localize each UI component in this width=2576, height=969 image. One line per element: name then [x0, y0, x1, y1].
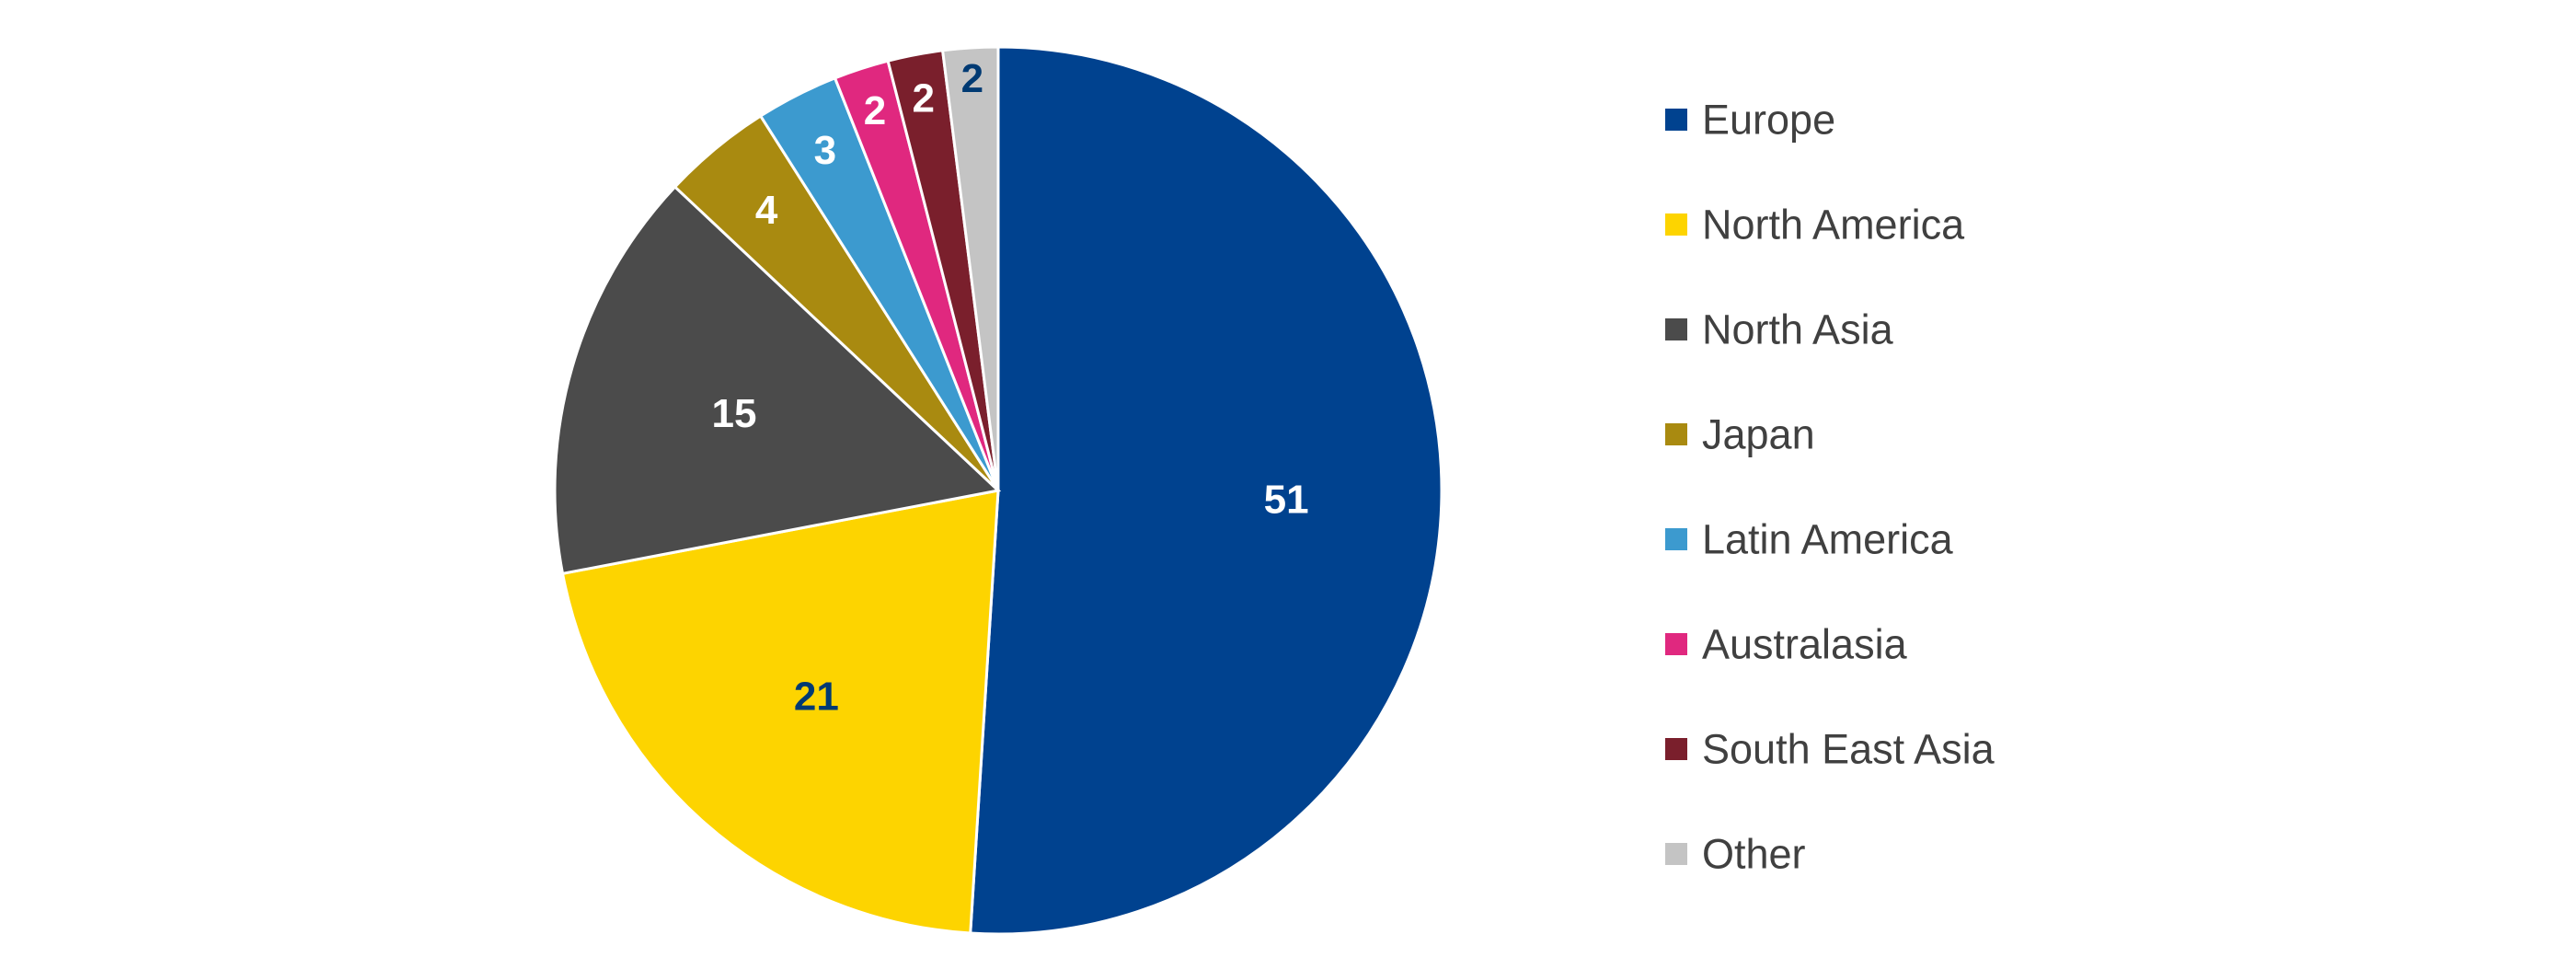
legend-label-south-east-asia: South East Asia [1702, 726, 1995, 773]
pie-slice-other [940, 45, 1000, 491]
data-label-europe: 51 [1264, 477, 1309, 522]
legend-item-north-america: North America [1665, 202, 1965, 248]
legend-swatch-europe [1665, 109, 1687, 131]
legend-swatch-north-asia [1665, 318, 1687, 340]
data-label-latin-america: 3 [814, 128, 836, 173]
legend-item-south-east-asia: South East Asia [1665, 726, 1995, 773]
legend-label-latin-america: Latin America [1702, 516, 1954, 563]
data-label-north-asia: 15 [712, 391, 757, 436]
legend-swatch-other [1665, 843, 1687, 865]
pie-slices [553, 45, 1443, 936]
legend-label-japan: Japan [1702, 411, 1815, 458]
data-label-japan: 4 [755, 188, 778, 233]
legend-label-europe: Europe [1702, 97, 1835, 144]
legend-swatch-south-east-asia [1665, 738, 1687, 760]
legend-label-north-asia: North Asia [1702, 306, 1894, 353]
legend-item-other: Other [1665, 831, 1806, 878]
legend-item-japan: Japan [1665, 411, 1815, 458]
legend-label-australasia: Australasia [1702, 621, 1908, 668]
data-label-australasia: 2 [864, 88, 886, 133]
legend-swatch-australasia [1665, 633, 1687, 655]
legend-label-north-america: North America [1702, 202, 1965, 248]
legend-label-other: Other [1702, 831, 1806, 878]
legend-swatch-latin-america [1665, 528, 1687, 550]
legend-swatch-north-america [1665, 213, 1687, 236]
pie-slice-europe [969, 45, 1443, 936]
legend: Europe North America North Asia Japan Latin … [1665, 97, 1995, 878]
data-label-other: 2 [961, 56, 983, 101]
data-label-north-america: 21 [794, 675, 839, 720]
legend-item-australasia: Australasia [1665, 621, 1908, 668]
legend-swatch-japan [1665, 423, 1687, 445]
legend-item-europe: Europe [1665, 97, 1835, 144]
data-label-south-east-asia: 2 [912, 75, 934, 121]
pie-slice-north-asia [553, 184, 1002, 576]
legend-item-north-asia: North Asia [1665, 306, 1894, 353]
pie-slice-north-america [560, 489, 1000, 935]
legend-item-latin-america: Latin America [1665, 516, 1954, 563]
